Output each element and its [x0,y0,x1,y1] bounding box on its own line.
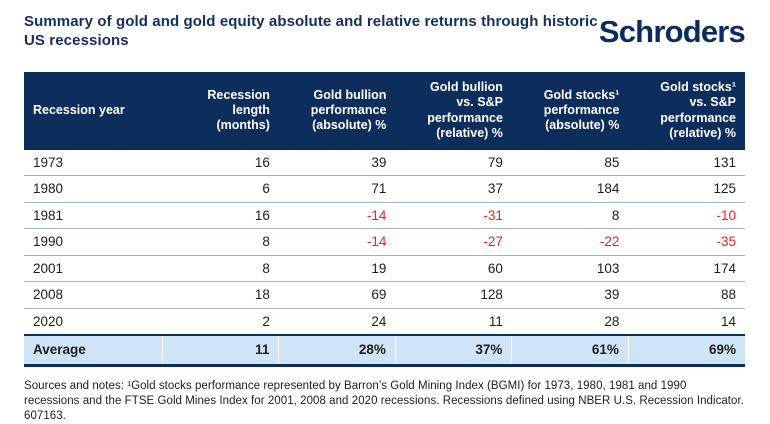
table-row-1981: 1981 16 -14 -31 8 -10 [24,201,745,229]
table-cell: 69 [278,281,396,309]
average-cell: 61% [511,334,629,367]
column-header-gold-bullion-relative: Gold bullion vs. S&P performance (relati… [395,71,512,150]
table-row-average: Average 11 28% 37% 61% 69% [24,334,745,367]
table-cell: 16 [162,149,279,176]
row-header-cell: 2001 [24,254,163,282]
table-row-1973: 1973 16 39 79 85 131 [24,149,745,176]
table-cell: 11 [395,307,512,336]
table-cell: -27 [395,228,512,256]
table-header: Recession year Recession length (months)… [24,71,745,150]
table-row-2008: 2008 18 69 128 39 88 [24,281,745,309]
table-row-1990: 1990 8 -14 -27 -22 -35 [24,228,745,256]
table-cell: 39 [511,281,629,309]
average-cell: 37% [394,334,512,367]
column-header-recession-length: Recession length (months) [162,71,279,150]
table-cell: -10 [628,201,745,229]
table-cell: 85 [511,149,629,176]
table-cell: 125 [628,175,745,203]
table-cell: 18 [162,281,279,309]
table-cell: 14 [628,307,745,336]
table-cell: 71 [278,175,396,203]
table-cell: -22 [511,228,629,256]
table-row-1980: 1980 6 71 37 184 125 [24,175,745,203]
table-cell: 16 [162,201,279,229]
table-cell: 24 [278,307,396,336]
row-header-cell: 1981 [24,201,163,229]
table-cell: 2 [162,307,279,336]
table-cell: -14 [278,201,396,229]
table-cell: 174 [628,254,745,282]
table-cell: 19 [278,254,396,282]
table-cell: 79 [395,149,512,176]
row-header-cell: 2008 [24,281,163,309]
table-cell: 184 [511,175,629,203]
average-cell: 28% [278,334,396,367]
table-cell: 88 [628,281,745,309]
average-cell: 11 [161,334,279,367]
table-cell: -14 [278,228,396,256]
column-header-gold-stocks-relative: Gold stocks¹ vs. S&P performance (relati… [628,71,745,150]
recession-returns-table: Recession year Recession length (months)… [24,71,745,367]
table-cell: 128 [395,281,512,309]
table-cell: -35 [628,228,745,256]
table-body: 1973 16 39 79 85 131 1980 6 71 37 184 12… [24,149,745,367]
header-row: Recession year Recession length (months)… [24,71,745,150]
table-cell: 60 [395,254,512,282]
column-header-recession-year: Recession year [24,71,163,150]
table-cell: 37 [395,175,512,203]
table-cell: 131 [628,149,745,176]
table-cell: 103 [511,254,629,282]
row-header-cell: 1980 [24,175,163,203]
table-cell: 8 [162,228,279,256]
average-cell: 69% [627,334,745,367]
table-cell: 8 [511,201,629,229]
table-cell: -31 [395,201,512,229]
table-row-2020: 2020 2 24 11 28 14 [24,307,745,336]
schroders-logo: Schroders [598,14,746,49]
column-header-gold-stocks-absolute: Gold stocks¹ performance (absolute) % [511,71,629,150]
row-header-cell: 1973 [24,149,163,176]
table-row-2001: 2001 8 19 60 103 174 [24,254,745,282]
column-header-gold-bullion-absolute: Gold bullion performance (absolute) % [278,71,396,150]
figure-header: Summary of gold and gold equity absolute… [24,13,746,51]
sources-and-notes: Sources and notes: ¹Gold stocks performa… [24,379,744,423]
row-header-cell: Average [24,334,163,367]
row-header-cell: 1990 [24,228,163,256]
figure-title: Summary of gold and gold equity absolute… [24,13,598,49]
row-header-cell: 2020 [24,307,163,336]
table-cell: 8 [162,254,279,282]
table-cell: 28 [511,307,629,336]
table-cell: 6 [162,175,279,203]
table-cell: 39 [278,149,396,176]
